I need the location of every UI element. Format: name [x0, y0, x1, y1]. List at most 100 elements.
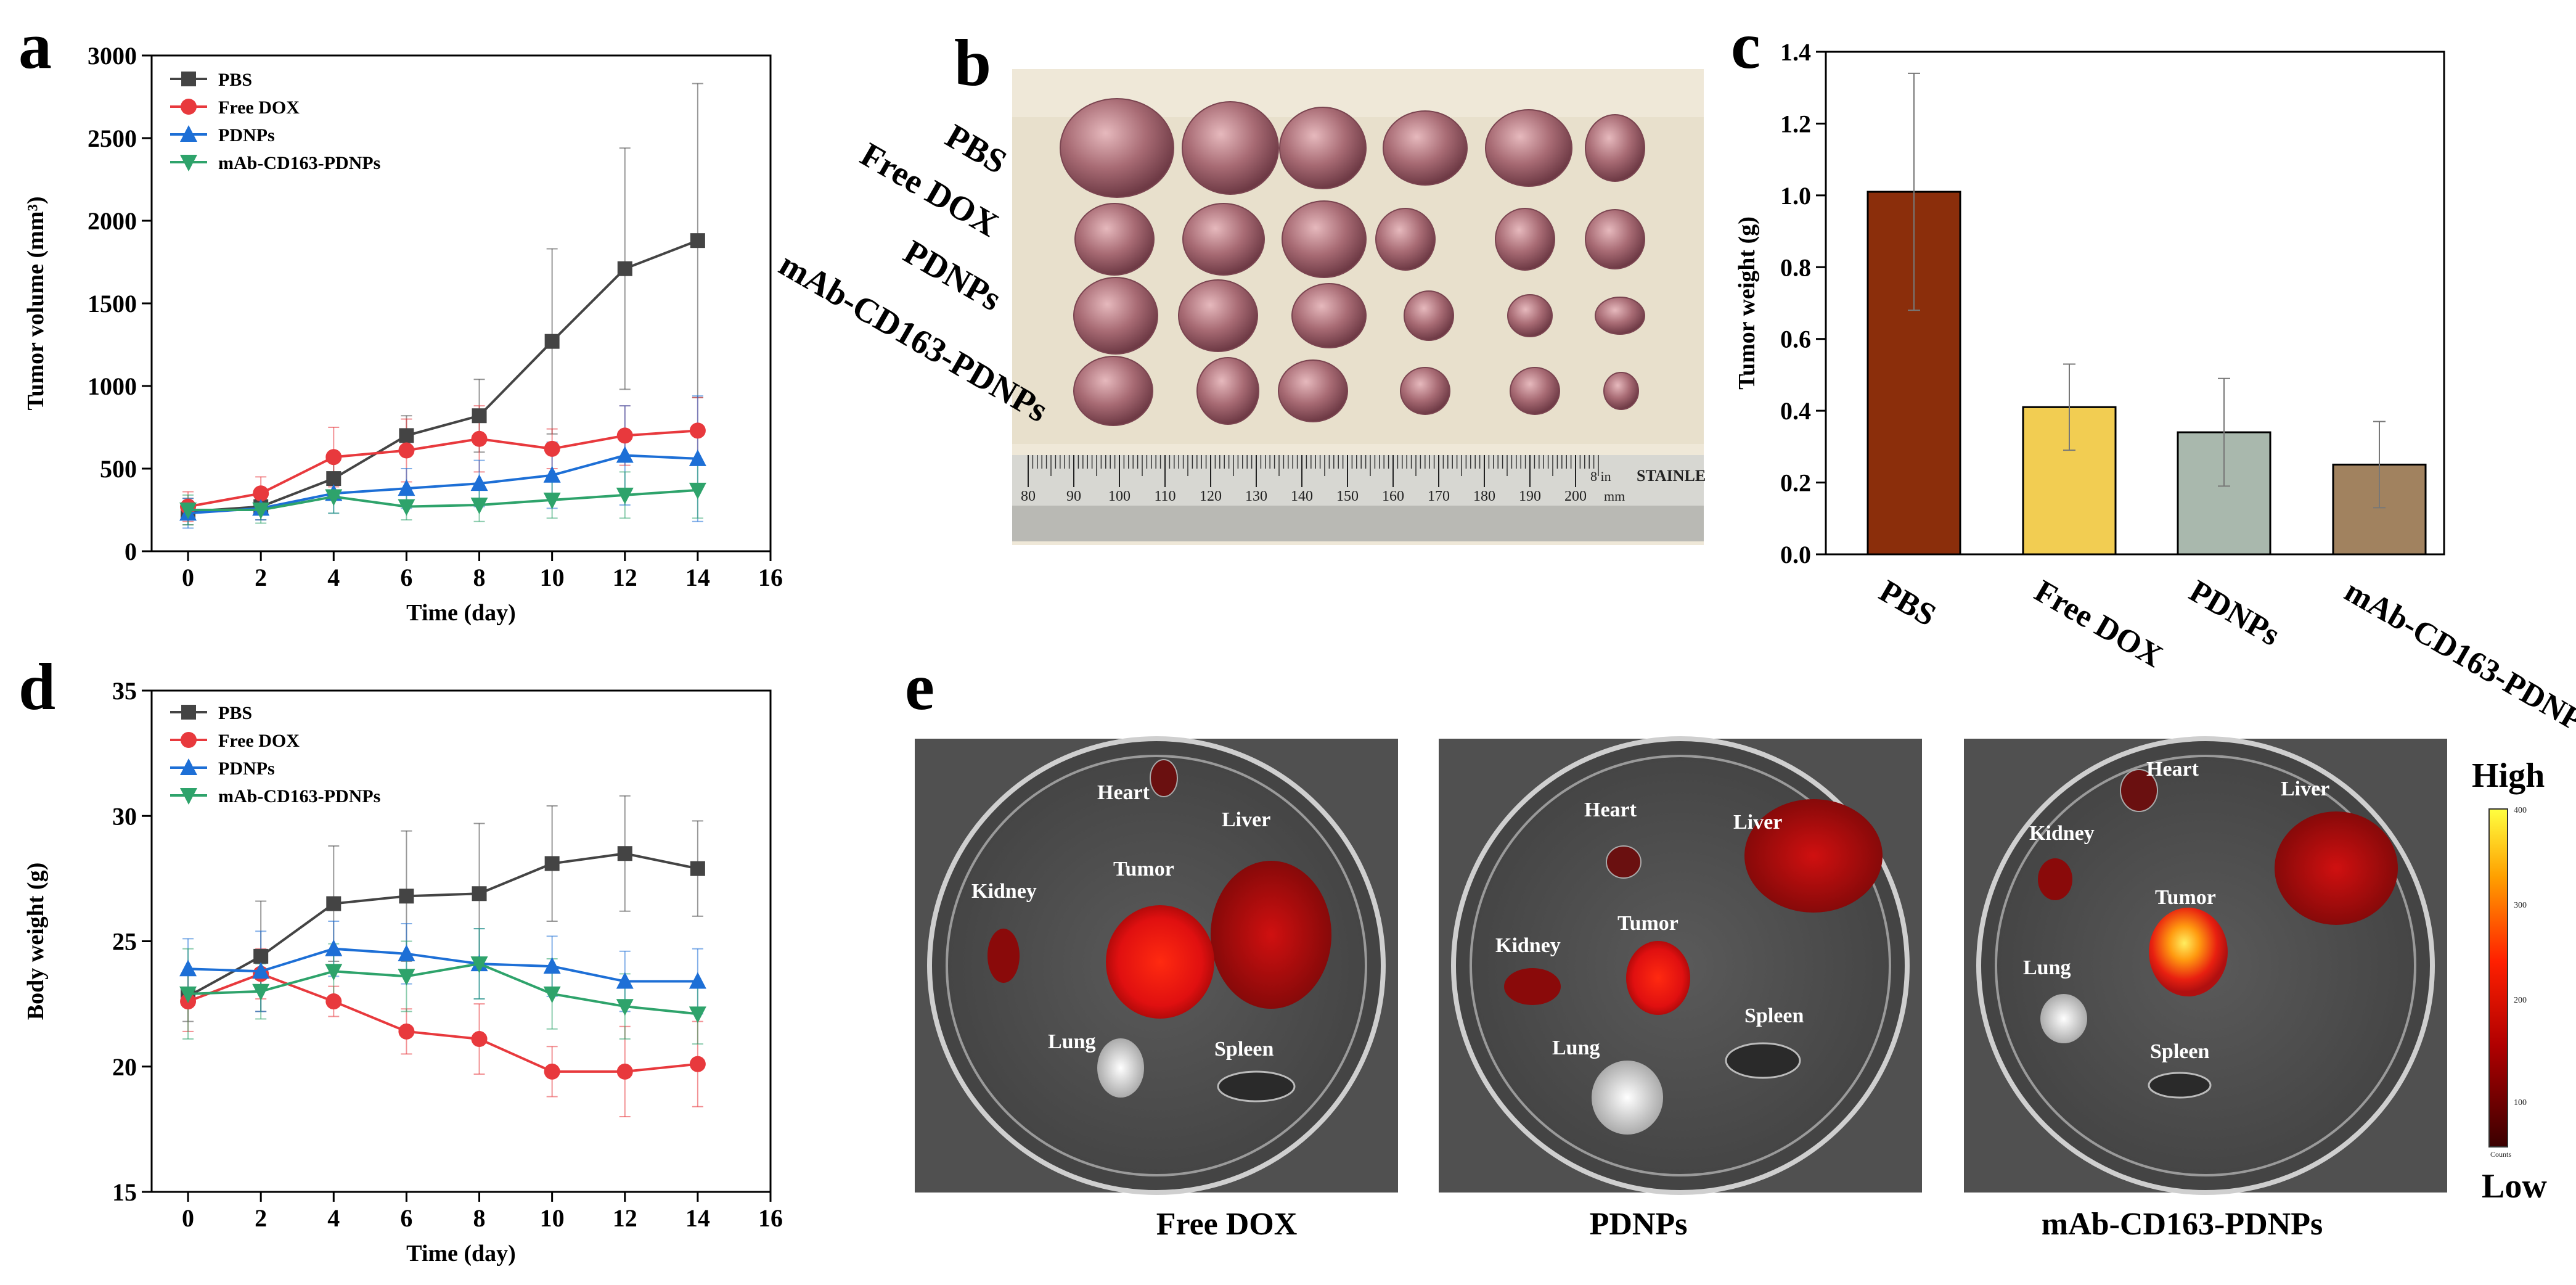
- legend-marker-free-dox: [181, 732, 197, 748]
- panel-label-d: d: [18, 651, 55, 724]
- dish-free-dox: Heart Liver Kidney Tumor Lung Spleen Free DOX: [915, 736, 1398, 1242]
- panel-label-a: a: [18, 9, 52, 83]
- legend-label-pbs: PBS: [218, 70, 252, 90]
- ruler-in-label: 8 in: [1590, 469, 1611, 484]
- heart-tissue: [1606, 845, 1642, 879]
- dish-mab-cd163-pdnps: Heart Liver Kidney Tumor Lung Spleen mAb-CD163…: [1964, 736, 2447, 1242]
- spleen-tissue: [2148, 1072, 2212, 1099]
- colorbar-tick-100: 100: [2514, 1098, 2527, 1107]
- tumor-sample: [1404, 290, 1454, 341]
- legend-label-mab-cd163-pdnps: mAb-CD163-PDNPs: [218, 786, 380, 807]
- organ-label-liver: Liver: [1222, 808, 1270, 831]
- point-pbs: [690, 861, 705, 876]
- tumor-sample: [1375, 208, 1436, 271]
- point-mab-cd163-pdnps: [252, 983, 270, 1001]
- chart-tumor-weight: PBS Free DOX PDNPs mAb-CD163-PDNPs 0.0 0.2 0.4…: [1734, 38, 2576, 745]
- tumor-sample: [1282, 200, 1367, 278]
- petri-dish-inner-rim: [946, 755, 1367, 1176]
- tumor-sample: [1278, 359, 1348, 422]
- organ-label-lung: Lung: [1048, 1030, 1096, 1053]
- colorbar: High 400 300 200 100 Counts Low: [2472, 757, 2547, 1205]
- organ-label-spleen: Spleen: [1744, 1004, 1804, 1027]
- tumor-sample: [1595, 297, 1645, 335]
- liver-signal: [2275, 811, 2398, 925]
- legend-marker-free-dox: [181, 99, 197, 115]
- petri-dish-inner-rim: [1470, 755, 1891, 1176]
- y-tick-label: 20: [112, 1053, 137, 1081]
- x-tick-label: 16: [758, 564, 783, 591]
- point-pbs: [690, 233, 705, 248]
- organ-label-lung: Lung: [1552, 1037, 1600, 1059]
- y-axis-label: Body weight (g): [23, 863, 49, 1020]
- y-tick-label: 0.6: [1780, 326, 1811, 353]
- tumor-sample: [1585, 114, 1645, 182]
- point-pdnps: [252, 962, 270, 979]
- x-tick-label: 6: [400, 564, 412, 591]
- tumor-sample: [1400, 367, 1450, 415]
- ruler-number: 190: [1519, 488, 1541, 504]
- tumor-sample: [1196, 357, 1259, 425]
- legend-marker-pdnps: [180, 758, 197, 775]
- point-mab-cd163-pdnps: [179, 986, 197, 1003]
- ruler-brand: STAINLE: [1637, 467, 1706, 485]
- tumor-sample: [1585, 209, 1645, 269]
- point-mab-cd163-pdnps: [325, 489, 343, 506]
- point-pdnps: [689, 972, 706, 989]
- point-pdnps: [398, 944, 415, 961]
- point-pbs: [253, 948, 269, 964]
- lung-tissue: [2040, 994, 2087, 1043]
- point-free-dox: [544, 440, 560, 457]
- point-pbs: [544, 856, 560, 871]
- point-pbs: [617, 846, 632, 861]
- category-label-pdnps: PDNPs: [2183, 573, 2286, 653]
- x-tick-label: 6: [400, 1204, 412, 1232]
- chart-tumor-volume: 0 2 4 6 8 10 12 14 16 0 500 1000 1500 2000 2500 3000 Tim…: [23, 42, 783, 626]
- y-tick-label: 1.2: [1780, 110, 1811, 138]
- ruler-number: 100: [1108, 488, 1131, 504]
- dish-caption: PDNPs: [1590, 1207, 1688, 1242]
- x-tick-label: 0: [182, 564, 194, 591]
- tumor-sample: [1510, 367, 1560, 415]
- y-axis-label: Tumor weight (g): [1734, 216, 1760, 390]
- point-mab-cd163-pdnps: [689, 1006, 706, 1024]
- x-tick-label: 8: [473, 564, 486, 591]
- legend-marker-pbs: [181, 72, 196, 86]
- y-tick-label: 2500: [88, 125, 137, 152]
- tumor-sample: [1182, 101, 1279, 195]
- tumor-sample: [1279, 107, 1367, 189]
- ruler-number: 120: [1200, 488, 1222, 504]
- point-pbs: [399, 889, 414, 904]
- ruler-mm-label: mm: [1604, 488, 1625, 504]
- legend-label-free-dox: Free DOX: [218, 731, 300, 751]
- point-mab-cd163-pdnps: [616, 999, 634, 1016]
- organ-label-heart: Heart: [2146, 758, 2199, 781]
- point-mab-cd163-pdnps: [398, 969, 415, 986]
- ruler-number: 180: [1473, 488, 1495, 504]
- dish-pdnps: Heart Liver Kidney Tumor Lung Spleen PDNPs: [1439, 736, 1922, 1242]
- organ-label-spleen: Spleen: [1214, 1038, 1274, 1061]
- colorbar-tick-400: 400: [2514, 806, 2527, 815]
- x-tick-label: 16: [758, 1204, 783, 1232]
- ruler-number: 80: [1021, 488, 1036, 504]
- lung-tissue: [1097, 1038, 1144, 1098]
- ruler-number: 160: [1382, 488, 1404, 504]
- category-label-pbs: PBS: [1873, 573, 1942, 633]
- legend-label-pbs: PBS: [218, 703, 252, 723]
- liver-signal: [1211, 861, 1331, 1009]
- x-tick-label: 10: [540, 564, 565, 591]
- x-tick-label: 2: [255, 1204, 267, 1232]
- panel-b-tumor-photo: 80 90 100 110 120 130 140 150 160 170 180 190 200 mm…: [773, 69, 1706, 545]
- y-tick-label: 0.4: [1780, 397, 1811, 425]
- panel-label-e: e: [905, 651, 934, 724]
- y-tick-label: 2000: [88, 207, 137, 235]
- organ-label-heart: Heart: [1584, 799, 1637, 821]
- legend-marker-mab-cd163-pdnps: [180, 155, 197, 171]
- tumor-sample: [1291, 283, 1367, 348]
- point-free-dox: [616, 427, 633, 444]
- spleen-tissue: [1217, 1070, 1296, 1102]
- point-pbs: [326, 471, 341, 486]
- point-free-dox: [689, 422, 706, 439]
- organ-label-tumor: Tumor: [2155, 886, 2216, 909]
- ruler-number: 90: [1066, 488, 1081, 504]
- colorbar-unit: Counts: [2490, 1150, 2511, 1159]
